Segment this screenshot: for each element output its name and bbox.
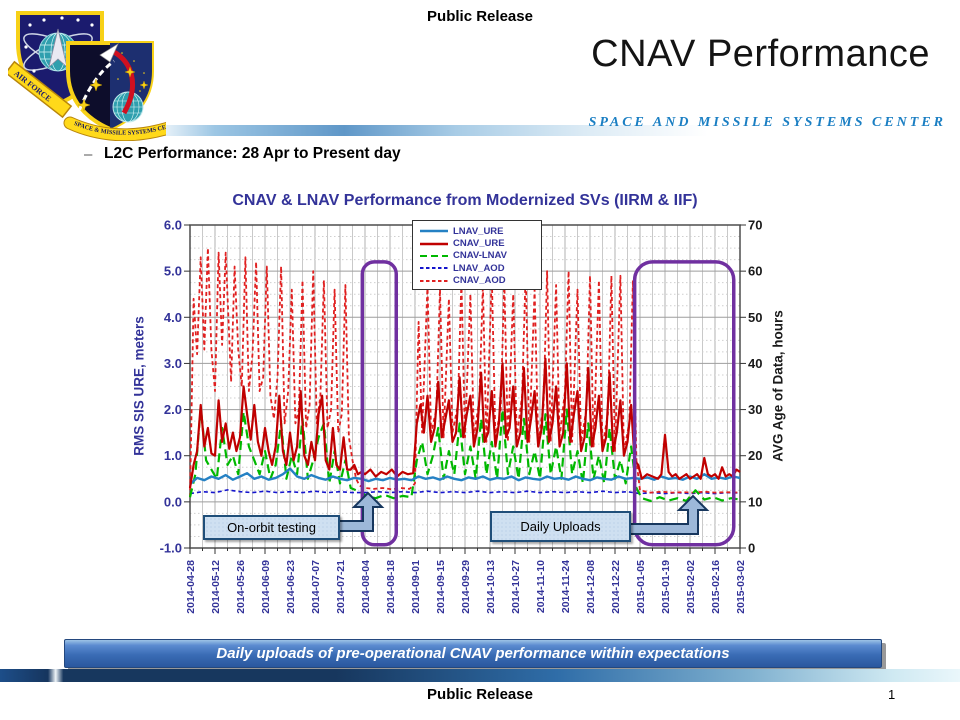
page-title: CNAV Performance: [591, 33, 930, 75]
svg-text:0.0: 0.0: [164, 494, 182, 509]
org-banner: SPACE AND MISSILE SYSTEMS CENTER: [588, 115, 946, 130]
svg-text:2014-11-24: 2014-11-24: [560, 560, 572, 613]
svg-text:2014-09-15: 2014-09-15: [435, 560, 447, 614]
svg-text:2014-07-07: 2014-07-07: [310, 560, 322, 614]
svg-text:2014-07-21: 2014-07-21: [335, 560, 347, 614]
svg-text:2.0: 2.0: [164, 402, 182, 417]
svg-text:2014-10-13: 2014-10-13: [485, 560, 497, 614]
svg-text:2014-08-18: 2014-08-18: [385, 560, 397, 614]
svg-text:2014-06-23: 2014-06-23: [285, 560, 297, 614]
series-LNAV_AOD: [189, 489, 741, 495]
bullet-text: L2C Performance: 28 Apr to Present day: [104, 145, 401, 162]
svg-text:2014-06-09: 2014-06-09: [260, 560, 272, 614]
svg-text:2014-04-28: 2014-04-28: [185, 560, 197, 614]
page-number: 1: [888, 687, 896, 702]
chart-canvas: 2014-04-28 2014-05-12 2014-05-26 2014-06-09…: [160, 218, 763, 614]
svg-text:4.0: 4.0: [164, 310, 182, 325]
footer-gradient-bar: [0, 669, 960, 682]
bullet-marker: –: [84, 146, 93, 163]
highlight-box: [632, 260, 736, 547]
footer-classification: Public Release: [427, 686, 533, 703]
svg-text:2014-05-26: 2014-05-26: [235, 560, 247, 614]
svg-text:2015-02-02: 2015-02-02: [685, 560, 697, 614]
chart-legend: LNAV_URE CNAV_URE CNAV-LNAV LNAV_AOD CNAV_AO…: [412, 220, 542, 290]
svg-text:5.0: 5.0: [164, 264, 182, 279]
top-classification: Public Release: [427, 8, 533, 25]
svg-text:2015-02-16: 2015-02-16: [710, 560, 722, 614]
svg-text:2014-09-29: 2014-09-29: [460, 560, 472, 614]
svg-text:0: 0: [748, 541, 755, 556]
callout-on-orbit-testing: On-orbit testing: [203, 515, 340, 540]
svg-text:-1.0: -1.0: [160, 541, 182, 556]
smc-emblem-logo: AIR FORCE SPACE &: [8, 11, 166, 141]
series-CNAV_URE: [188, 357, 741, 489]
summary-banner: Daily uploads of pre-operational CNAV pe…: [64, 639, 882, 668]
callout-daily-uploads: Daily Uploads: [490, 511, 631, 542]
legend-entry: LNAV_URE: [420, 225, 504, 237]
svg-text:2015-03-02: 2015-03-02: [735, 560, 747, 614]
svg-text:3.0: 3.0: [164, 356, 182, 371]
svg-text:2015-01-19: 2015-01-19: [660, 560, 672, 614]
y-axis-label-left: RMS SIS URE, meters: [131, 316, 147, 456]
legend-entry: CNAV-LNAV: [420, 250, 508, 262]
svg-text:2014-08-04: 2014-08-04: [360, 560, 372, 614]
red-swoosh: [110, 48, 135, 115]
y-axis-label-right: AVG Age of Data, hours: [770, 310, 786, 462]
svg-text:40: 40: [748, 356, 762, 371]
legend-entry: CNAV_AOD: [420, 275, 506, 287]
svg-text:50: 50: [748, 310, 762, 325]
delta-arrow-icon: [48, 28, 68, 69]
svg-text:2014-10-27: 2014-10-27: [510, 560, 522, 614]
svg-text:6.0: 6.0: [164, 218, 182, 233]
legend-entry: LNAV_AOD: [420, 262, 505, 274]
svg-text:2014-12-08: 2014-12-08: [585, 560, 597, 614]
svg-text:30: 30: [748, 402, 762, 417]
svg-text:60: 60: [748, 264, 762, 279]
series-CNAV-LNAV: [188, 406, 741, 502]
arrowhead-icon: [99, 43, 119, 63]
svg-text:2014-05-12: 2014-05-12: [210, 560, 222, 614]
svg-text:70: 70: [748, 218, 762, 233]
highlight-box: [360, 260, 398, 547]
svg-text:2015-01-05: 2015-01-05: [635, 560, 647, 614]
svg-text:1.0: 1.0: [164, 448, 182, 463]
callout-arrow-icon: [627, 494, 710, 535]
svg-text:2014-09-01: 2014-09-01: [410, 560, 422, 614]
series-LNAV_URE: [189, 467, 741, 486]
chart-title: CNAV & LNAV Performance from Modernized …: [232, 192, 698, 209]
svg-text:10: 10: [748, 494, 762, 509]
performance-chart: 2014-04-28 2014-05-12 2014-05-26 2014-06-09…: [125, 190, 835, 638]
callout-arrow-icon: [336, 491, 385, 532]
svg-text:2014-12-22: 2014-12-22: [610, 560, 622, 614]
legend-entry: CNAV_URE: [420, 238, 505, 250]
svg-text:20: 20: [748, 448, 762, 463]
header-gradient-bar: [148, 125, 708, 136]
svg-text:2014-11-10: 2014-11-10: [535, 560, 547, 613]
trail-stars: [77, 66, 149, 112]
